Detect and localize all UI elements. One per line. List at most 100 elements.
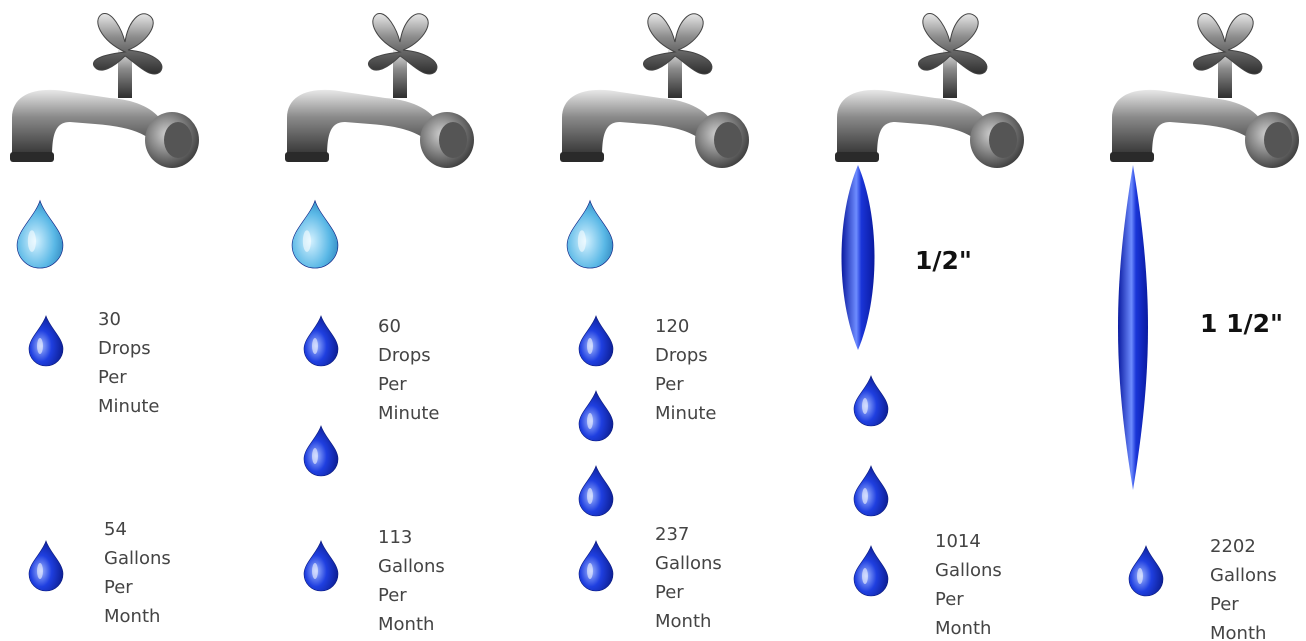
drop-body — [854, 376, 888, 426]
faucet-spout-tip — [560, 152, 604, 162]
faucet-spout-tip — [10, 152, 54, 162]
faucet-pipe — [837, 90, 990, 158]
monthly-gallons: 54 — [104, 519, 127, 540]
monthly-gallons: Per — [104, 577, 133, 598]
monthly-gallons: Month — [378, 614, 434, 635]
drop-body — [579, 541, 613, 591]
drip-rate: Minute — [655, 403, 716, 424]
water-drop — [304, 316, 338, 366]
drop-shine — [587, 488, 593, 504]
drip-rate: Minute — [378, 403, 439, 424]
faucet — [560, 13, 749, 168]
drop-body — [304, 316, 338, 366]
monthly-gallons: 237 — [655, 524, 689, 545]
drip-rate: 60 — [378, 316, 401, 337]
water-drop — [304, 541, 338, 591]
faucet — [10, 13, 199, 168]
faucet — [1110, 13, 1299, 168]
water-drop — [579, 541, 613, 591]
monthly-gallons: Per — [378, 585, 407, 606]
drop-shine — [312, 563, 318, 579]
monthly-gallons: Month — [935, 618, 991, 639]
monthly-gallons: Month — [104, 606, 160, 627]
monthly-gallons: Per — [655, 582, 684, 603]
stream-size: 1 1/2" — [1200, 309, 1283, 338]
faucet-spout-tip — [1110, 152, 1154, 162]
water-stream — [1118, 165, 1148, 490]
drip-rate: Drops — [655, 345, 708, 366]
water-drop — [567, 201, 613, 269]
water-stream — [842, 165, 875, 350]
drip-rate: Per — [98, 367, 127, 388]
drip-rate: Minute — [98, 396, 159, 417]
infographic: 30 Drops Per Minute 54 Gallons Per Month 60 Drops… — [0, 0, 1306, 641]
faucet-spout-tip — [835, 152, 879, 162]
water-drop — [579, 316, 613, 366]
monthly-gallons: Month — [655, 611, 711, 632]
drip-rate: Drops — [378, 345, 431, 366]
water-drop — [292, 201, 338, 269]
drop-shine — [312, 338, 318, 354]
drop-body — [579, 391, 613, 441]
drip-rate: Per — [378, 374, 407, 395]
drop-body — [854, 546, 888, 596]
drop-shine — [862, 568, 868, 584]
faucet — [285, 13, 474, 168]
drop-shine — [28, 230, 36, 252]
drop-body — [29, 541, 63, 591]
monthly-gallons: Gallons — [935, 560, 1002, 581]
drop-body — [304, 541, 338, 591]
drip-rate: Drops — [98, 338, 151, 359]
stream-size: 1/2" — [915, 246, 972, 275]
water-drop — [579, 466, 613, 516]
monthly-gallons: Gallons — [378, 556, 445, 577]
water-drop — [1129, 546, 1163, 596]
faucet-flange-inner — [439, 122, 467, 158]
faucet-flange-inner — [714, 122, 742, 158]
faucet-pipe — [287, 90, 440, 158]
water-drop — [304, 426, 338, 476]
drop-body — [854, 466, 888, 516]
faucet-flange-inner — [164, 122, 192, 158]
monthly-gallons: Per — [1210, 594, 1239, 615]
drop-body — [1129, 546, 1163, 596]
drop-shine — [862, 398, 868, 414]
drip-rate: 120 — [655, 316, 689, 337]
drop-body — [29, 316, 63, 366]
faucet-pipe — [12, 90, 165, 158]
drop-shine — [303, 230, 311, 252]
drop-shine — [862, 488, 868, 504]
faucet-pipe — [1112, 90, 1265, 158]
monthly-gallons: Per — [935, 589, 964, 610]
drip-rate: 30 — [98, 309, 121, 330]
monthly-gallons: Gallons — [104, 548, 171, 569]
drop-shine — [37, 563, 43, 579]
drop-body — [579, 316, 613, 366]
drop-shine — [587, 563, 593, 579]
drop-body — [579, 466, 613, 516]
drop-shine — [37, 338, 43, 354]
drop-shine — [578, 230, 586, 252]
faucet-flange-inner — [1264, 122, 1292, 158]
water-drop — [854, 376, 888, 426]
monthly-gallons: 113 — [378, 527, 412, 548]
monthly-gallons: Gallons — [1210, 565, 1277, 586]
faucet — [835, 13, 1024, 168]
drop-shine — [587, 413, 593, 429]
faucet-spout-tip — [285, 152, 329, 162]
drop-shine — [1137, 568, 1143, 584]
drop-body — [17, 201, 63, 269]
water-drop — [854, 466, 888, 516]
faucet-flange-inner — [989, 122, 1017, 158]
faucet-pipe — [562, 90, 715, 158]
drop-shine — [312, 448, 318, 464]
water-drop — [17, 201, 63, 269]
monthly-gallons: Gallons — [655, 553, 722, 574]
drop-body — [304, 426, 338, 476]
drip-rate: Per — [655, 374, 684, 395]
water-drop — [854, 546, 888, 596]
drop-body — [567, 201, 613, 269]
water-drop — [579, 391, 613, 441]
water-drop — [29, 316, 63, 366]
water-drop — [29, 541, 63, 591]
